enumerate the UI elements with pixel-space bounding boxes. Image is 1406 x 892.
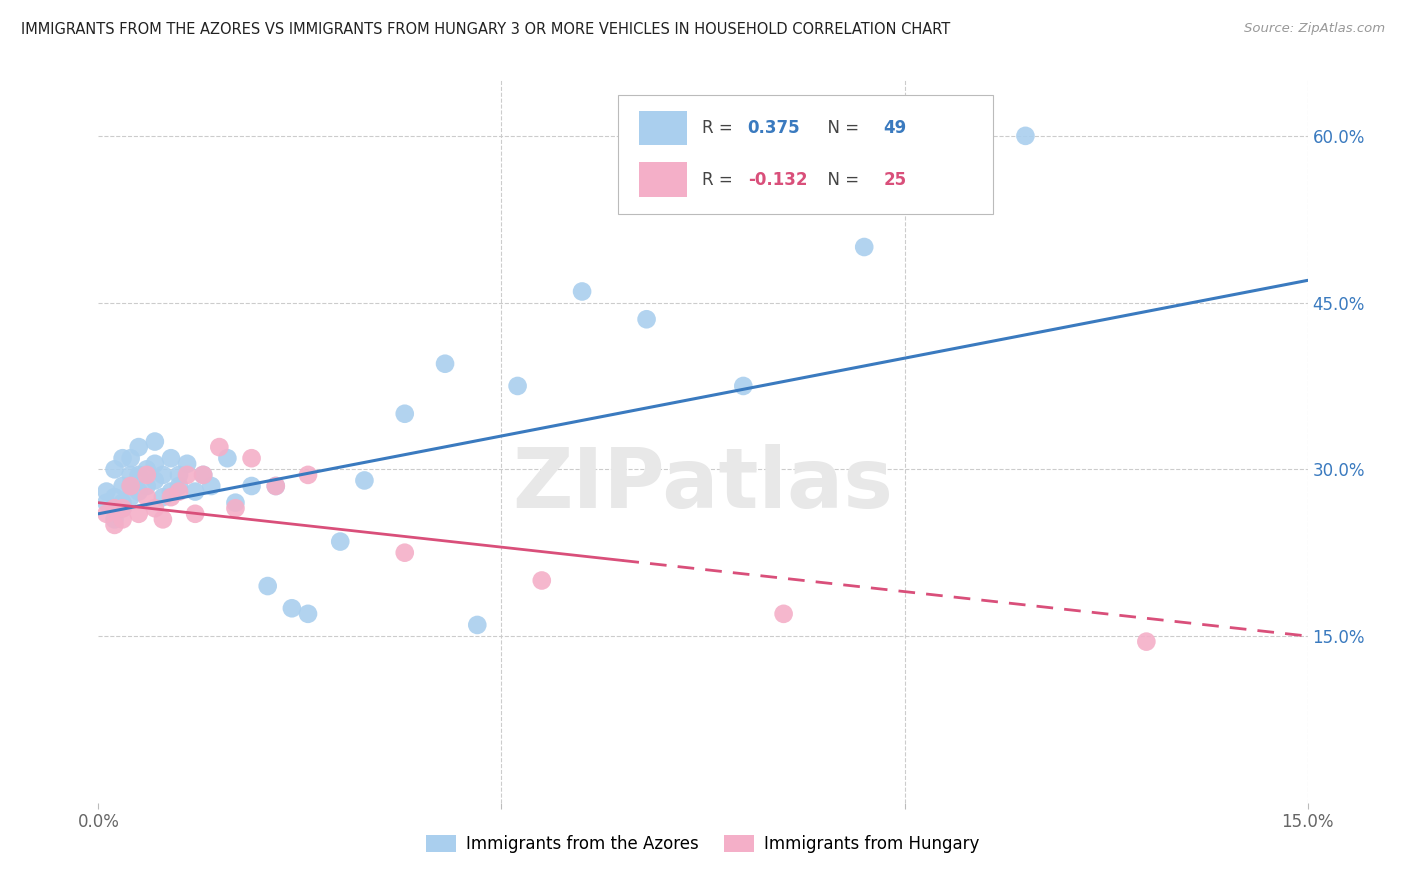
Point (96, 496, 118, 510)
Text: 49: 49 (883, 119, 907, 137)
Point (329, 534, 352, 549)
Point (128, 440, 150, 454)
Point (111, 501, 134, 516)
Point (264, 479, 287, 493)
Point (152, 512, 174, 526)
Point (853, 240, 876, 254)
Legend: Immigrants from the Azores, Immigrants from Hungary: Immigrants from the Azores, Immigrants f… (420, 828, 986, 860)
Point (160, 490, 183, 504)
Text: R =: R = (702, 119, 738, 137)
Point (1135, 634, 1157, 648)
Point (128, 507, 150, 521)
Text: ZIPatlas: ZIPatlas (513, 444, 893, 525)
Point (167, 479, 190, 493)
Point (128, 484, 150, 499)
Text: 0.375: 0.375 (748, 119, 800, 137)
Point (176, 457, 198, 471)
Point (256, 579, 278, 593)
Point (571, 285, 593, 299)
Point (506, 379, 529, 393)
Point (394, 546, 416, 560)
Point (167, 467, 190, 482)
Point (465, 618, 488, 632)
Point (103, 517, 125, 532)
Point (111, 451, 134, 466)
Point (240, 451, 263, 466)
Text: 25: 25 (883, 170, 907, 188)
Point (111, 512, 134, 526)
Point (135, 479, 157, 493)
Point (103, 490, 125, 504)
Point (184, 484, 207, 499)
Point (103, 501, 125, 516)
Point (167, 484, 190, 499)
Point (394, 407, 416, 421)
Point (636, 312, 658, 326)
Point (160, 451, 183, 466)
Point (297, 467, 319, 482)
Point (200, 479, 222, 493)
Point (111, 496, 134, 510)
Point (240, 479, 263, 493)
Text: IMMIGRANTS FROM THE AZORES VS IMMIGRANTS FROM HUNGARY 3 OR MORE VEHICLES IN HOUS: IMMIGRANTS FROM THE AZORES VS IMMIGRANTS… (21, 22, 950, 37)
Point (208, 440, 231, 454)
Point (111, 501, 134, 516)
Point (264, 479, 287, 493)
Point (224, 496, 246, 510)
Point (772, 607, 794, 621)
Point (152, 490, 174, 504)
Point (160, 484, 183, 499)
Point (96, 484, 118, 499)
Point (120, 490, 142, 504)
Point (193, 467, 215, 482)
Point (135, 462, 157, 476)
Point (143, 457, 166, 471)
Text: -0.132: -0.132 (748, 170, 807, 188)
Point (434, 357, 457, 371)
Point (193, 467, 215, 482)
Point (128, 467, 150, 482)
Point (111, 479, 134, 493)
Point (120, 479, 142, 493)
Point (103, 512, 125, 526)
Point (217, 451, 239, 466)
Point (143, 434, 166, 449)
Text: N =: N = (817, 119, 865, 137)
Point (152, 467, 174, 482)
Point (184, 507, 207, 521)
Text: R =: R = (702, 170, 738, 188)
Point (224, 501, 246, 516)
Point (530, 574, 553, 588)
Bar (638, 111, 688, 145)
Point (120, 451, 142, 466)
Point (143, 474, 166, 488)
Text: Source: ZipAtlas.com: Source: ZipAtlas.com (1244, 22, 1385, 36)
Bar (638, 162, 688, 197)
Point (103, 462, 125, 476)
Point (135, 490, 157, 504)
Point (297, 607, 319, 621)
Point (96, 507, 118, 521)
Point (733, 379, 755, 393)
Point (120, 479, 142, 493)
Point (143, 501, 166, 516)
Point (176, 467, 198, 482)
Point (281, 601, 304, 615)
Point (1014, 128, 1036, 143)
Point (353, 474, 375, 488)
Point (135, 467, 157, 482)
Text: N =: N = (817, 170, 865, 188)
FancyBboxPatch shape (619, 95, 993, 214)
Point (120, 467, 142, 482)
